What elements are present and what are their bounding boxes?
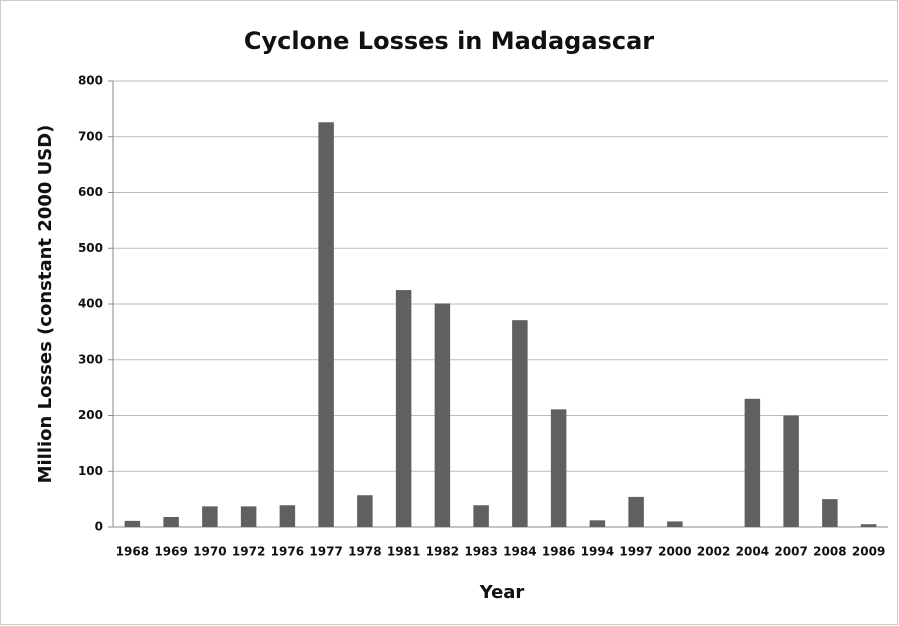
bar	[202, 506, 218, 527]
y-tick-label: 400	[78, 297, 103, 311]
x-tick-label: 1969	[154, 545, 187, 559]
x-tick-label: 1983	[464, 545, 497, 559]
bar	[783, 415, 799, 527]
x-tick-label: 1986	[542, 545, 575, 559]
bar	[860, 524, 877, 527]
x-tick-label: 1972	[232, 545, 265, 559]
bar	[550, 409, 567, 527]
x-tick-label: 1997	[619, 545, 652, 559]
bar	[628, 496, 644, 527]
bar	[395, 290, 412, 527]
bar	[822, 499, 838, 527]
y-tick-label: 100	[78, 464, 103, 478]
bar	[279, 505, 296, 527]
bar	[240, 506, 257, 527]
bar	[512, 320, 528, 527]
x-tick-label: 2002	[697, 545, 730, 559]
y-axis-title: Million Losses (constant 2000 USD)	[35, 125, 56, 484]
bar	[667, 521, 683, 527]
x-tick-label: 1976	[271, 545, 304, 559]
x-tick-label: 1984	[503, 545, 536, 559]
bar	[589, 520, 606, 527]
y-tick-label: 800	[78, 74, 103, 88]
bar	[473, 505, 489, 527]
x-axis-title: Year	[479, 582, 525, 603]
x-tick-label: 2009	[852, 545, 885, 559]
y-tick-label: 600	[78, 185, 103, 199]
x-tick-label: 2008	[813, 545, 846, 559]
x-tick-label: 2004	[736, 545, 769, 559]
x-tick-label: 1977	[309, 545, 342, 559]
y-tick-label: 300	[78, 352, 103, 366]
bar	[357, 495, 373, 527]
chart-title: Cyclone Losses in Madagascar	[244, 27, 654, 55]
x-tick-label: 1994	[581, 545, 614, 559]
x-tick-label: 1970	[193, 545, 226, 559]
y-tick-label: 200	[78, 408, 103, 422]
bar	[318, 122, 334, 527]
x-tick-label: 1982	[426, 545, 459, 559]
x-tick-label: 1968	[116, 545, 149, 559]
x-tick-label: 2000	[658, 545, 691, 559]
y-tick-label: 700	[78, 129, 103, 143]
bar	[744, 398, 761, 527]
x-tick-label: 2007	[774, 545, 807, 559]
bar	[434, 303, 451, 527]
x-tick-label: 1978	[348, 545, 381, 559]
y-tick-label: 0	[95, 520, 103, 534]
x-tick-label: 1981	[387, 545, 420, 559]
bar	[163, 516, 179, 527]
bar	[124, 520, 141, 527]
y-tick-label: 500	[78, 241, 103, 255]
